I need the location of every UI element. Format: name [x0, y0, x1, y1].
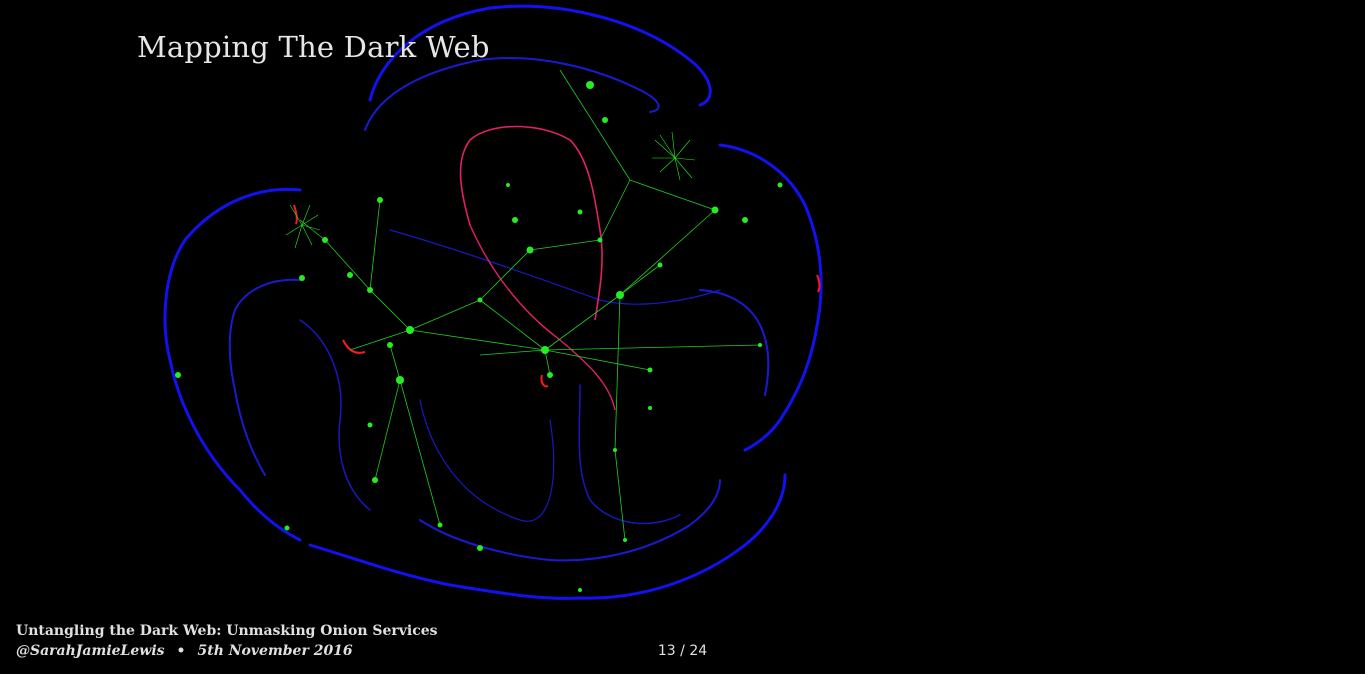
node-hub — [597, 237, 603, 243]
alert-cluster-upper-left — [293, 204, 298, 225]
link-edge — [479, 299, 546, 351]
highlight-descent — [469, 224, 616, 411]
link-edge — [369, 199, 381, 291]
node-hub — [322, 237, 328, 243]
link-edge — [369, 289, 411, 331]
node-hub — [586, 81, 594, 89]
cluster-contour-right — [718, 143, 823, 452]
cluster-contour-mid-right — [578, 384, 681, 525]
star-burst-top-right — [652, 131, 696, 181]
alert-cluster-right — [816, 274, 821, 293]
talk-date: 5th November 2016 — [197, 643, 353, 659]
node-hub — [175, 372, 181, 378]
node-hub — [711, 206, 719, 214]
cluster-contours — [163, 4, 823, 600]
node-hub — [613, 448, 617, 452]
node-hub — [299, 275, 305, 281]
cluster-contour-mid-left — [299, 319, 371, 511]
node-hub — [547, 372, 553, 378]
node-hub — [512, 217, 518, 223]
node-hub — [623, 538, 627, 542]
alert-cluster-center — [540, 374, 549, 388]
node-hub — [602, 117, 608, 123]
link-edge — [629, 179, 716, 211]
slide-total: 24 — [689, 643, 708, 659]
node-hub — [347, 272, 353, 278]
link-edge — [619, 209, 716, 296]
link-edge — [544, 294, 621, 351]
link-edge — [619, 264, 661, 296]
link-edge — [544, 349, 651, 371]
node-hub — [657, 262, 663, 268]
link-edge — [389, 344, 401, 381]
link-edge — [349, 329, 411, 351]
link-edge — [529, 239, 601, 251]
link-edge — [479, 349, 546, 356]
link-edges — [299, 69, 761, 541]
node-hub — [616, 291, 624, 299]
link-edge — [614, 294, 621, 451]
node-hub — [477, 545, 483, 551]
star-burst-left — [285, 204, 321, 249]
slide-title: Mapping The Dark Web — [137, 30, 490, 64]
node-hub — [367, 422, 373, 428]
node-hub — [477, 297, 483, 303]
link-edge — [299, 219, 326, 241]
talk-title: Untangling the Dark Web: Unmasking Onion… — [16, 623, 438, 639]
node-hub — [372, 477, 378, 483]
cluster-contour-top-inner — [364, 57, 660, 131]
author-handle: @SarahJamieLewis — [16, 643, 165, 659]
node-hub — [647, 367, 653, 373]
cluster-contour-bottom — [308, 473, 787, 600]
cluster-contour-lower-arc — [419, 399, 555, 522]
node-hub — [377, 197, 383, 203]
link-edge — [409, 299, 481, 331]
link-edge — [544, 349, 551, 376]
cluster-contour-left-inner — [228, 278, 301, 476]
link-nodes — [175, 81, 783, 592]
alert-cluster-left — [342, 339, 366, 354]
link-edge — [399, 379, 441, 526]
node-hub — [437, 522, 443, 528]
highlight-loop — [459, 125, 603, 321]
node-hub — [578, 588, 582, 592]
link-edge — [614, 449, 626, 541]
slide-current: 13 — [657, 643, 676, 659]
cluster-contour-top — [368, 4, 712, 107]
node-hub — [526, 246, 534, 254]
node-hub — [742, 217, 748, 223]
link-edge — [599, 179, 631, 241]
link-edge — [409, 329, 546, 351]
node-hub — [406, 326, 414, 334]
node-hub — [577, 209, 583, 215]
node-hub — [396, 376, 404, 384]
talk-meta: @SarahJamieLewis • 5th November 2016 — [16, 643, 353, 659]
link-edge — [559, 69, 631, 181]
link-edge — [324, 239, 371, 291]
meta-separator: • — [176, 643, 186, 659]
link-edge — [544, 344, 761, 351]
node-hub — [648, 406, 652, 410]
link-edge — [479, 249, 531, 301]
node-hub — [284, 525, 290, 531]
node-hub — [387, 342, 393, 348]
star-bursts — [285, 131, 696, 249]
node-hub — [367, 287, 373, 293]
slide-number: 13 / 24 — [657, 643, 708, 659]
dark-web-network-graph — [163, 4, 823, 600]
node-hub — [758, 343, 762, 347]
cluster-contour-right-inner — [699, 289, 770, 396]
node-hub — [777, 182, 783, 188]
cluster-contour-left — [163, 187, 302, 542]
highlight-path — [293, 125, 821, 411]
cluster-contour-center-arc — [389, 229, 721, 305]
node-hub — [541, 346, 549, 354]
link-edge — [374, 379, 401, 481]
node-hub — [506, 183, 510, 187]
cluster-contour-bottom-inner — [419, 479, 721, 562]
